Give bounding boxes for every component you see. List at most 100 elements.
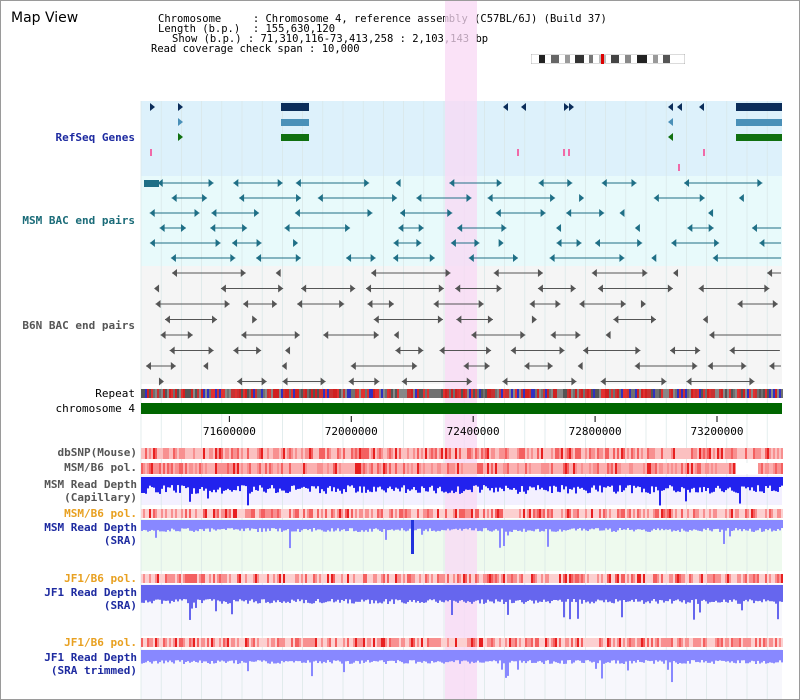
jf1-depth-sra-bar xyxy=(599,585,601,601)
jf1-depth-trim-bar xyxy=(297,650,299,662)
chromosome-ideogram[interactable] xyxy=(531,54,685,64)
msm-b6-pol-1-cell xyxy=(447,463,449,474)
jf1-b6-pol-1-cell xyxy=(349,574,351,583)
msm-b6-pol-2-cell xyxy=(205,509,207,518)
msm-depth-sra-bar xyxy=(765,520,767,530)
repeat-bar xyxy=(277,389,279,398)
msm-b6-pol-2-cell xyxy=(699,509,701,518)
jf1-b6-pol-1-cell xyxy=(333,574,335,583)
repeat-bar xyxy=(431,389,433,398)
track-label-jf1-b6-pol-2[interactable]: JF1/B6 pol. xyxy=(64,636,137,649)
jf1-depth-trim-bar xyxy=(201,650,203,663)
jf1-depth-trim-bar xyxy=(587,650,589,661)
repeat-bar xyxy=(763,389,765,398)
dbsnp-cell xyxy=(211,448,213,459)
jf1-depth-sra-bar xyxy=(377,585,379,604)
msm-b6-pol-2-cell xyxy=(541,509,543,518)
track-label-msm-depth-sra[interactable]: MSM Read Depth xyxy=(44,521,137,534)
jf1-depth-sra-bar xyxy=(385,585,387,600)
jf1-b6-pol-2-cell xyxy=(401,638,403,647)
msm-b6-pol-1-cell xyxy=(303,463,305,474)
msm-b6-pol-2-cell xyxy=(499,509,501,518)
jf1-b6-pol-1-cell xyxy=(323,574,325,583)
jf1-depth-sra-bar xyxy=(743,585,745,602)
jf1-b6-pol-2-cell xyxy=(695,638,697,647)
repeat-bar xyxy=(395,389,397,398)
msm-b6-pol-1-cell xyxy=(179,463,181,474)
msm-depth-sra-bar xyxy=(147,520,149,532)
msm-b6-pol-2-cell xyxy=(385,509,387,518)
msm-depth-cap-bar xyxy=(627,477,629,486)
dbsnp-cell xyxy=(577,448,579,459)
dbsnp-cell xyxy=(193,448,195,459)
jf1-b6-pol-2-cell xyxy=(211,638,213,647)
jf1-depth-sra-bar xyxy=(683,585,685,601)
jf1-depth-trim-bar xyxy=(661,650,663,662)
jf1-depth-sra-bar xyxy=(573,585,575,600)
track-label-jf1-depth-sra[interactable]: JF1 Read Depth xyxy=(44,586,137,599)
jf1-depth-sra-bar xyxy=(641,585,643,601)
jf1-b6-pol-2-cell xyxy=(343,638,345,647)
msm-b6-pol-1-cell xyxy=(351,463,353,474)
track-label-jf1-b6-pol-1[interactable]: JF1/B6 pol. xyxy=(64,572,137,585)
track-label-msm-b6-pol-1[interactable]: MSM/B6 pol. xyxy=(64,461,137,474)
track-label-msm-depth-capillary[interactable]: MSM Read Depth xyxy=(44,478,137,491)
track-label-msm-b6-pol-2[interactable]: MSM/B6 pol. xyxy=(64,507,137,520)
dbsnp-cell xyxy=(487,448,489,459)
track-label-refseq[interactable]: RefSeq Genes xyxy=(55,131,135,144)
dbsnp-cell xyxy=(619,448,621,459)
msm-b6-pol-1-cell xyxy=(583,463,585,474)
msm-b6-pol-1-cell xyxy=(153,463,155,474)
track-label-jf1-depth-trimmed[interactable]: JF1 Read Depth xyxy=(44,651,137,664)
repeat-bar xyxy=(445,389,447,398)
msm-b6-pol-2-cell xyxy=(177,509,179,518)
msm-depth-sra-bar xyxy=(449,520,451,531)
repeat-bar xyxy=(579,389,581,398)
msm-b6-pol-1-cell xyxy=(285,463,287,474)
jf1-depth-trim-bar xyxy=(711,650,713,662)
jf1-b6-pol-2-cell xyxy=(529,638,531,647)
jf1-depth-trim-bar xyxy=(349,650,351,664)
msm-depth-cap-bar xyxy=(227,477,229,489)
msm-bac-end xyxy=(601,179,607,187)
jf1-b6-pol-2-cell xyxy=(519,638,521,647)
jf1-depth-sra-bar xyxy=(735,585,737,601)
jf1-b6-pol-2-cell xyxy=(575,638,577,647)
track-label-repeat[interactable]: Repeat xyxy=(95,387,135,400)
jf1-depth-trim-bar xyxy=(739,650,741,664)
repeat-bar xyxy=(511,389,513,398)
jf1-b6-pol-2-cell xyxy=(777,638,779,647)
repeat-bar xyxy=(371,389,373,398)
repeat-bar xyxy=(649,389,651,398)
repeat-bar xyxy=(771,389,773,398)
track-label-dbsnp[interactable]: dbSNP(Mouse) xyxy=(57,446,137,459)
msm-b6-pol-1-cell xyxy=(531,463,533,474)
jf1-depth-trim-bar xyxy=(649,650,651,662)
msm-b6-pol-1-cell xyxy=(391,463,393,474)
msm-b6-pol-2-cell xyxy=(337,509,339,518)
dbsnp-cell xyxy=(335,448,337,459)
gene-mark xyxy=(517,149,519,156)
dbsnp-cell xyxy=(385,448,387,459)
jf1-b6-pol-2-cell xyxy=(525,638,527,647)
msm-depth-cap-bar xyxy=(461,477,463,493)
track-label-b6n-bac[interactable]: B6N BAC end pairs xyxy=(22,319,135,332)
msm-depth-sra-bar xyxy=(339,520,341,532)
jf1-depth-sra-bar xyxy=(233,585,235,600)
jf1-b6-pol-1-cell xyxy=(161,574,163,583)
track-label-chromosome[interactable]: chromosome 4 xyxy=(55,402,135,415)
msm-depth-cap-bar xyxy=(449,477,451,493)
track-label-msm-bac[interactable]: MSM BAC end pairs xyxy=(22,214,135,227)
msm-b6-pol-1-cell xyxy=(621,463,623,474)
msm-depth-cap-bar xyxy=(283,477,285,491)
repeat-bar xyxy=(185,389,187,398)
msm-depth-sra-bar xyxy=(573,520,575,529)
msm-b6-pol-2-cell xyxy=(147,509,149,518)
jf1-depth-trim-bar xyxy=(713,650,715,664)
msm-depth-sra-bar xyxy=(579,520,581,529)
jf1-depth-sra-bar xyxy=(651,585,653,601)
track-label-msm-depth-capillary-sub: (Capillary) xyxy=(64,491,137,504)
msm-b6-pol-1-cell xyxy=(613,463,615,474)
msm-b6-pol-1-cell xyxy=(333,463,335,474)
